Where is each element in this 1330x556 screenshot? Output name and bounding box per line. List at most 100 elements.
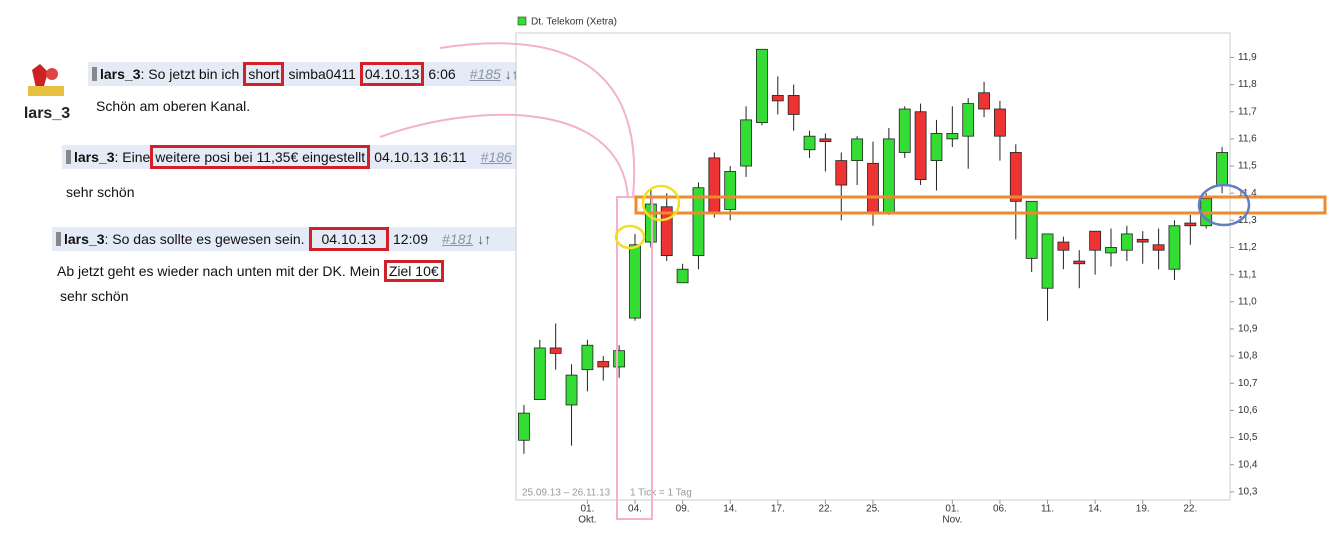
highlight: short bbox=[243, 62, 285, 86]
y-tick-label: 11,7 bbox=[1238, 106, 1257, 117]
highlight: weitere posi bei 11,35€ eingestellt bbox=[150, 145, 371, 169]
y-tick-label: 10,8 bbox=[1238, 351, 1258, 362]
candle-body bbox=[867, 162, 879, 213]
x-tick-label: 25. bbox=[866, 504, 880, 515]
post-body: sehr schön bbox=[60, 288, 128, 304]
y-tick-label: 11,8 bbox=[1238, 79, 1257, 90]
candle-body bbox=[1152, 244, 1165, 251]
x-tick-label: 14. bbox=[723, 504, 737, 515]
yellow-circle bbox=[614, 224, 646, 250]
x-tick-label: 14. bbox=[1088, 504, 1102, 515]
post-text: : So das sollte es gewesen sein. bbox=[104, 231, 305, 247]
x-sublabel: Nov. bbox=[942, 515, 962, 526]
y-tick-label: 10,7 bbox=[1238, 378, 1258, 389]
author[interactable]: lars_3 bbox=[74, 149, 115, 165]
x-tick-label: 01. bbox=[580, 504, 594, 515]
candle-body bbox=[629, 244, 641, 319]
y-tick-label: 11,2 bbox=[1238, 242, 1257, 253]
candle-body bbox=[1089, 230, 1102, 251]
y-tick-label: 11,3 bbox=[1238, 215, 1257, 226]
candle-body bbox=[1057, 241, 1070, 251]
candle-body bbox=[835, 160, 848, 186]
post-text: : Eine bbox=[114, 149, 151, 165]
candle-body bbox=[1009, 152, 1022, 202]
candle-body bbox=[613, 350, 626, 368]
candle-body bbox=[676, 268, 689, 284]
candle-body bbox=[740, 119, 752, 167]
arrows[interactable]: ↓↑ bbox=[504, 66, 519, 82]
candle-body bbox=[581, 344, 594, 371]
x-tick-label: 22. bbox=[818, 504, 832, 515]
y-tick-label: 10,4 bbox=[1238, 459, 1258, 470]
author[interactable]: lars_3 bbox=[64, 231, 105, 247]
candle-body bbox=[1168, 225, 1181, 270]
post-number[interactable]: #181 bbox=[442, 231, 474, 247]
candle-body bbox=[1120, 233, 1133, 251]
x-sublabel: Okt. bbox=[578, 515, 596, 526]
candle-body bbox=[914, 111, 927, 181]
x-tick-label: 01. bbox=[945, 504, 959, 515]
candle-body bbox=[660, 206, 673, 257]
post-header: lars_3 : So das sollte es gewesen sein. … bbox=[52, 227, 546, 251]
candle-body bbox=[692, 187, 705, 257]
post-time: 12:09 bbox=[393, 231, 429, 247]
y-tick-label: 10,5 bbox=[1238, 432, 1258, 443]
post-body-text: Schön am oberen Kanal. bbox=[96, 98, 251, 114]
x-tick-label: 19. bbox=[1136, 504, 1150, 515]
x-tick-label: 09. bbox=[676, 504, 690, 515]
post-date: 04.10.13 16:11 bbox=[374, 149, 467, 165]
orange-channel bbox=[634, 195, 1327, 215]
candle-body bbox=[851, 138, 864, 162]
candle-body bbox=[644, 203, 657, 243]
x-tick-label: 17. bbox=[771, 504, 785, 515]
post-body-text: sehr schön bbox=[60, 288, 129, 304]
candle-body bbox=[549, 347, 562, 354]
candle-body bbox=[708, 157, 721, 213]
highlight: Ziel 10€ bbox=[383, 260, 444, 282]
candle-body bbox=[962, 103, 975, 137]
candle-body bbox=[930, 133, 943, 162]
post-body: Schön am oberen Kanal. bbox=[96, 98, 250, 114]
candle-body bbox=[978, 92, 990, 110]
candle-body bbox=[597, 361, 610, 368]
candle-body bbox=[1073, 260, 1086, 265]
footer-tick: 1 Tick = 1 Tag bbox=[630, 488, 692, 499]
y-tick-label: 10,6 bbox=[1238, 405, 1258, 416]
post-text: : So jetzt bin ich bbox=[140, 66, 240, 82]
y-tick-label: 11,5 bbox=[1238, 161, 1257, 172]
avatar-text: lars_3 bbox=[24, 105, 70, 122]
candle-body bbox=[533, 347, 546, 400]
candle-body bbox=[724, 171, 737, 210]
post-number[interactable]: #185 bbox=[469, 66, 501, 82]
post-text: simba0411 bbox=[288, 66, 356, 82]
post-header: lars_3 : Eine weitere posi bei 11,35€ ei… bbox=[62, 145, 592, 169]
x-tick-label: 06. bbox=[993, 504, 1007, 515]
footer-range: 25.09.13 – 26.11.13 bbox=[522, 488, 611, 499]
candle-body bbox=[1216, 152, 1228, 186]
pink-connector bbox=[379, 113, 629, 198]
candle-body bbox=[1025, 200, 1038, 259]
candle-body bbox=[1105, 247, 1117, 254]
post-number[interactable]: #186 bbox=[480, 149, 512, 165]
candle-body bbox=[819, 138, 832, 143]
post-body-text: sehr schön bbox=[66, 184, 135, 200]
y-tick-label: 11,9 bbox=[1238, 52, 1257, 63]
candle-body bbox=[803, 135, 816, 151]
candle-body bbox=[1041, 233, 1054, 289]
post-date: 04.10.13 bbox=[308, 227, 389, 251]
post-body: Ab jetzt geht es wieder nach unten mit d… bbox=[57, 260, 448, 282]
candle-body bbox=[1136, 238, 1149, 243]
candle-body bbox=[898, 108, 911, 153]
x-tick-label: 11. bbox=[1041, 504, 1054, 515]
blue-circle bbox=[1197, 183, 1251, 227]
candle-body bbox=[882, 138, 895, 213]
post-body: sehr schön bbox=[66, 184, 134, 200]
author[interactable]: lars_3 bbox=[100, 66, 141, 82]
candle-body bbox=[565, 374, 578, 406]
pink-connector bbox=[439, 42, 636, 198]
candle-body bbox=[518, 412, 530, 441]
candle-body bbox=[994, 108, 1006, 137]
y-tick-label: 11,1 bbox=[1238, 269, 1257, 280]
arrows[interactable]: ↓↑ bbox=[477, 231, 492, 247]
